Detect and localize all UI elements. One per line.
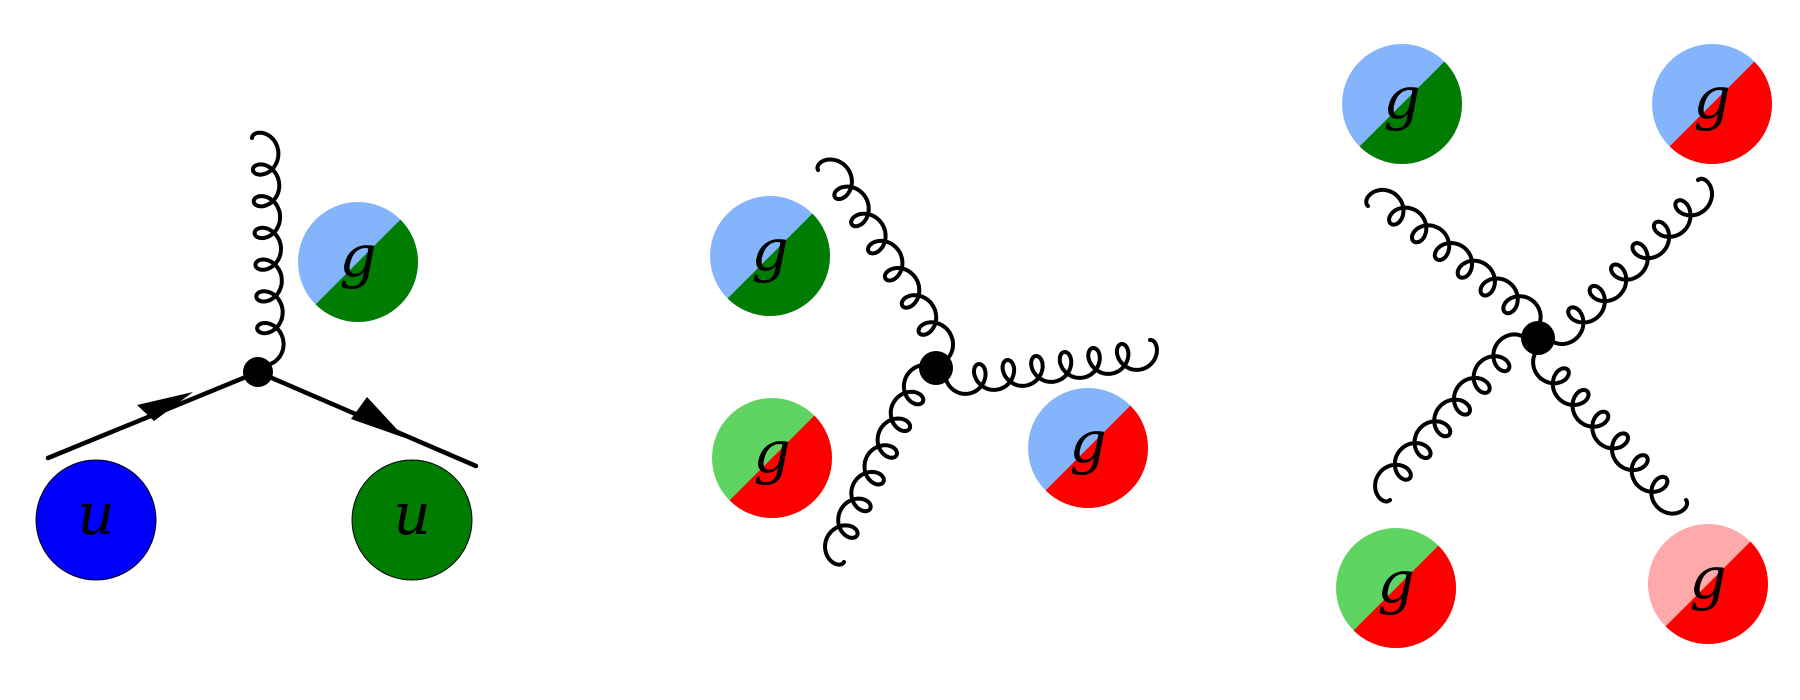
gluon-line-upper-left xyxy=(815,157,955,364)
particle-label: g xyxy=(1693,64,1730,132)
particle-label: u xyxy=(77,480,114,548)
outgoing-arrow-head xyxy=(351,397,405,438)
incoming-arrow-head xyxy=(137,392,193,421)
particle-label: g xyxy=(1377,548,1414,616)
quark-gluon-vertex-diagram: u u g xyxy=(35,130,479,581)
particle-disc-second-color xyxy=(1648,524,1768,644)
particle-disc-second-color xyxy=(1652,44,1772,164)
gluon-line-right xyxy=(943,338,1159,396)
particle-label: g xyxy=(751,216,788,284)
gluon-line xyxy=(250,130,286,367)
particle-disc-second-color xyxy=(710,196,830,316)
gluon-g-lightgreen-red: g xyxy=(712,398,832,518)
particle-disc-second-color xyxy=(1342,44,1462,164)
particle-label: g xyxy=(1069,408,1106,476)
particle-label: g xyxy=(1383,64,1420,132)
particle-label: g xyxy=(753,418,790,486)
gluon-g-lightblue-red: g xyxy=(1028,388,1148,508)
particle-disc-second-color xyxy=(298,202,418,322)
particle-disc-second-color xyxy=(712,398,832,518)
particle-disc-second-color xyxy=(1336,528,1456,648)
particle-label: u xyxy=(393,480,430,548)
gluon-line-upper-right xyxy=(1544,176,1714,346)
gluon-g-lightblue-red: g xyxy=(1652,44,1772,164)
particle-label: g xyxy=(1689,544,1726,612)
quark-u-green: u xyxy=(351,459,473,581)
gluon-line-upper-left xyxy=(1364,187,1543,333)
gluon-line-lower-right xyxy=(1531,344,1690,516)
three-gluon-vertex-diagram: g g g xyxy=(710,157,1159,567)
vertex-dot xyxy=(919,351,953,385)
particle-disc xyxy=(351,459,473,581)
gluon-g-pink-red: g xyxy=(1648,524,1768,644)
vertex-dot xyxy=(1521,321,1555,355)
gluon-g-lightblue-green: g xyxy=(298,202,418,322)
quark-u-blue: u xyxy=(35,459,157,581)
vertex-dot xyxy=(243,357,273,387)
particle-disc-second-color xyxy=(1028,388,1148,508)
gluon-line-lower-left xyxy=(1373,332,1532,504)
particle-label: g xyxy=(339,222,376,290)
gluon-g-lightblue-green: g xyxy=(1342,44,1462,164)
particle-disc xyxy=(35,459,157,581)
four-gluon-vertex-diagram: g g g g xyxy=(1336,44,1772,648)
gluon-g-lightgreen-red: g xyxy=(1336,528,1456,648)
gluon-line-lower-left xyxy=(823,363,939,567)
gluon-g-lightblue-green: g xyxy=(710,196,830,316)
